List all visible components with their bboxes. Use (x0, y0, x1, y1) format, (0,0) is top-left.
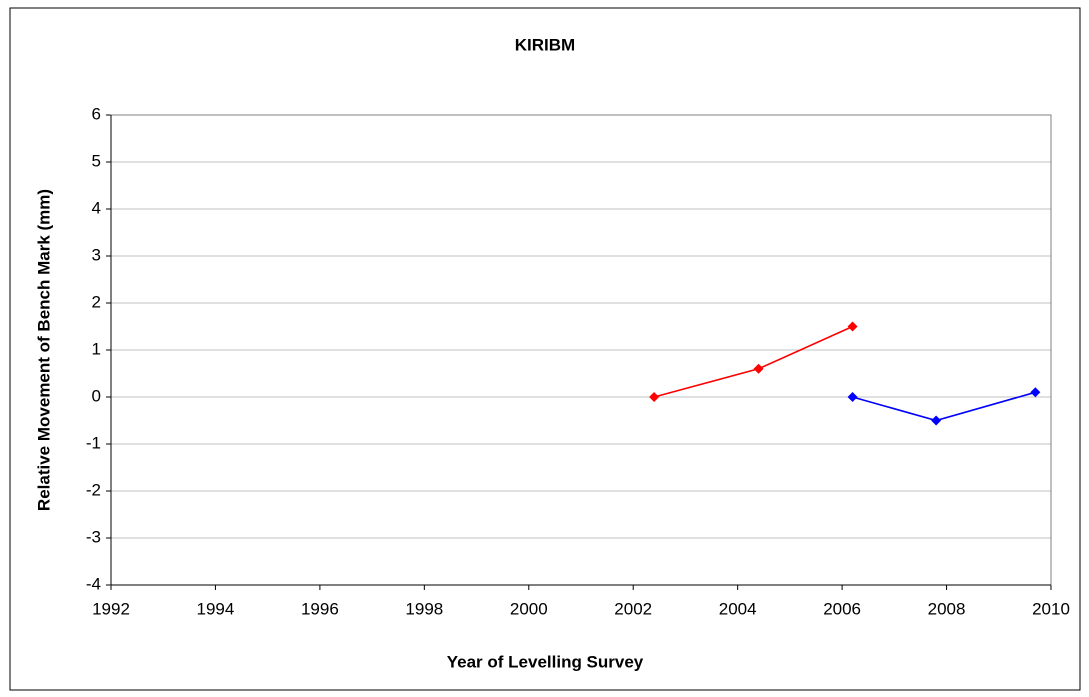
marker (847, 392, 858, 402)
y-tick-label: 3 (92, 245, 101, 264)
y-tick-label: 1 (92, 339, 101, 358)
x-axis-title: Year of Levelling Survey (447, 652, 644, 671)
y-tick-label: 5 (92, 151, 101, 170)
y-tick-label: -2 (86, 480, 101, 499)
x-tick-label: 1996 (301, 599, 339, 618)
x-tick-label: 2006 (823, 599, 861, 618)
y-tick-label: 0 (92, 386, 101, 405)
chart-title: KIRIBM (515, 35, 575, 54)
y-tick-label: -3 (86, 527, 101, 546)
y-tick-label: 6 (92, 104, 101, 123)
chart-frame (9, 7, 1081, 691)
y-tick-label: 4 (92, 198, 101, 217)
marker (649, 392, 660, 402)
marker (753, 363, 764, 374)
y-tick-label: -4 (86, 574, 101, 593)
x-tick-label: 2008 (928, 599, 966, 618)
x-tick-label: 2000 (510, 599, 548, 618)
y-axis-title: Relative Movement of Bench Mark (mm) (34, 189, 53, 511)
x-tick-label: 1994 (197, 599, 235, 618)
marker (1030, 387, 1041, 398)
x-tick-label: 2010 (1032, 599, 1070, 618)
x-tick-label: 2002 (614, 599, 652, 618)
y-tick-label: 2 (92, 292, 101, 311)
marker (847, 321, 858, 332)
x-tick-label: 1998 (405, 599, 443, 618)
x-tick-label: 2004 (719, 599, 757, 618)
x-tick-label: 1992 (92, 599, 130, 618)
marker (931, 415, 942, 426)
y-tick-label: -1 (86, 433, 101, 452)
